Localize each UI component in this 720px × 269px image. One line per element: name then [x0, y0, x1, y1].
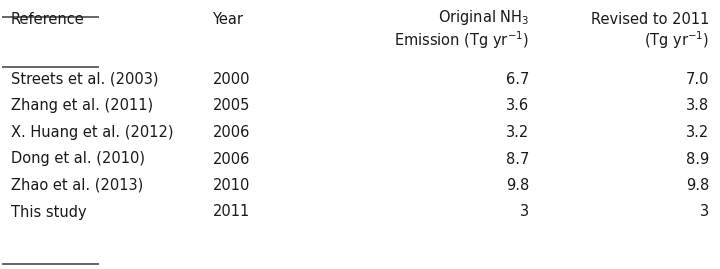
- Text: Streets et al. (2003): Streets et al. (2003): [11, 72, 158, 87]
- Text: Emission (Tg yr$^{-1}$): Emission (Tg yr$^{-1}$): [394, 29, 529, 51]
- Text: 3.8: 3.8: [686, 98, 709, 114]
- Text: 2010: 2010: [212, 178, 250, 193]
- Text: 8.9: 8.9: [686, 151, 709, 167]
- Text: Zhang et al. (2011): Zhang et al. (2011): [11, 98, 153, 114]
- Text: 2011: 2011: [212, 204, 250, 220]
- Text: Original NH$_3$: Original NH$_3$: [438, 8, 529, 27]
- Text: 2006: 2006: [212, 151, 250, 167]
- Text: 8.7: 8.7: [506, 151, 529, 167]
- Text: Year: Year: [212, 12, 243, 27]
- Text: Reference: Reference: [11, 12, 84, 27]
- Text: 7.0: 7.0: [685, 72, 709, 87]
- Text: 3.2: 3.2: [686, 125, 709, 140]
- Text: 2005: 2005: [212, 98, 250, 114]
- Text: 3.6: 3.6: [506, 98, 529, 114]
- Text: X. Huang et al. (2012): X. Huang et al. (2012): [11, 125, 174, 140]
- Text: Zhao et al. (2013): Zhao et al. (2013): [11, 178, 143, 193]
- Text: (Tg yr$^{-1}$): (Tg yr$^{-1}$): [644, 29, 709, 51]
- Text: 3: 3: [520, 204, 529, 220]
- Text: Revised to 2011: Revised to 2011: [591, 12, 709, 27]
- Text: 9.8: 9.8: [506, 178, 529, 193]
- Text: 2000: 2000: [212, 72, 250, 87]
- Text: This study: This study: [11, 204, 86, 220]
- Text: 9.8: 9.8: [686, 178, 709, 193]
- Text: 3.2: 3.2: [506, 125, 529, 140]
- Text: 2006: 2006: [212, 125, 250, 140]
- Text: 6.7: 6.7: [506, 72, 529, 87]
- Text: Dong et al. (2010): Dong et al. (2010): [11, 151, 145, 167]
- Text: 3: 3: [700, 204, 709, 220]
